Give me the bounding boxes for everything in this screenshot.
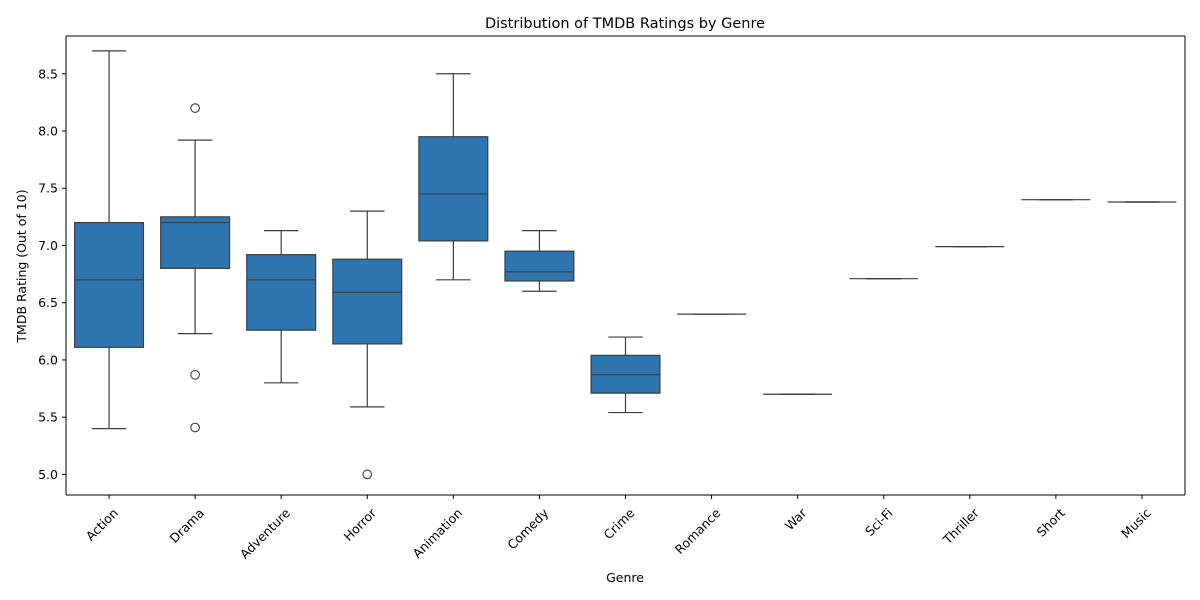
- box-action: [74, 221, 145, 348]
- y-tick-label: 5.0: [38, 467, 58, 482]
- x-tick-label: Crime: [600, 505, 637, 542]
- x-tick-label: Sci-Fi: [862, 505, 896, 539]
- y-tick-label: 7.5: [38, 181, 58, 196]
- y-axis-label: TMDB Rating (Out of 10): [14, 189, 29, 343]
- outlier-drama: [190, 369, 200, 380]
- x-tick-label: Drama: [167, 505, 207, 545]
- box-adventure: [246, 254, 317, 331]
- x-tick-label: Music: [1118, 505, 1154, 541]
- x-tick-label: Horror: [341, 505, 380, 544]
- y-tick-label: 6.5: [38, 295, 58, 310]
- x-tick-label: Adventure: [237, 505, 294, 562]
- box-horror: [332, 258, 403, 345]
- chart-title: Distribution of TMDB Ratings by Genre: [485, 16, 765, 32]
- x-tick-label: Animation: [410, 505, 466, 561]
- y-tick-label: 6.0: [38, 352, 58, 367]
- x-axis-label: Genre: [606, 570, 644, 585]
- x-tick-label: Comedy: [504, 505, 552, 553]
- box-comedy: [504, 250, 575, 282]
- y-tick-label: 8.5: [38, 66, 58, 81]
- x-tick-label: War: [782, 505, 810, 533]
- y-tick-label: 5.5: [38, 410, 58, 425]
- x-tick-label: Thriller: [939, 505, 982, 548]
- x-tick-label: Short: [1033, 505, 1067, 539]
- box-drama: [160, 216, 231, 269]
- outlier-horror: [362, 469, 373, 480]
- y-tick-label: 7.0: [38, 238, 58, 253]
- x-tick-label: Action: [83, 505, 121, 543]
- plot-area: 5.0 5.5 6.0 6.5 7.0 7.5 8.0 8.5 Action Drama Adven…: [38, 35, 1186, 562]
- outlier-drama: [190, 103, 200, 113]
- box-animation: [418, 136, 489, 242]
- x-tick-label: Romance: [672, 505, 724, 557]
- outlier-drama: [190, 422, 200, 433]
- y-tick-label: 8.0: [38, 124, 58, 139]
